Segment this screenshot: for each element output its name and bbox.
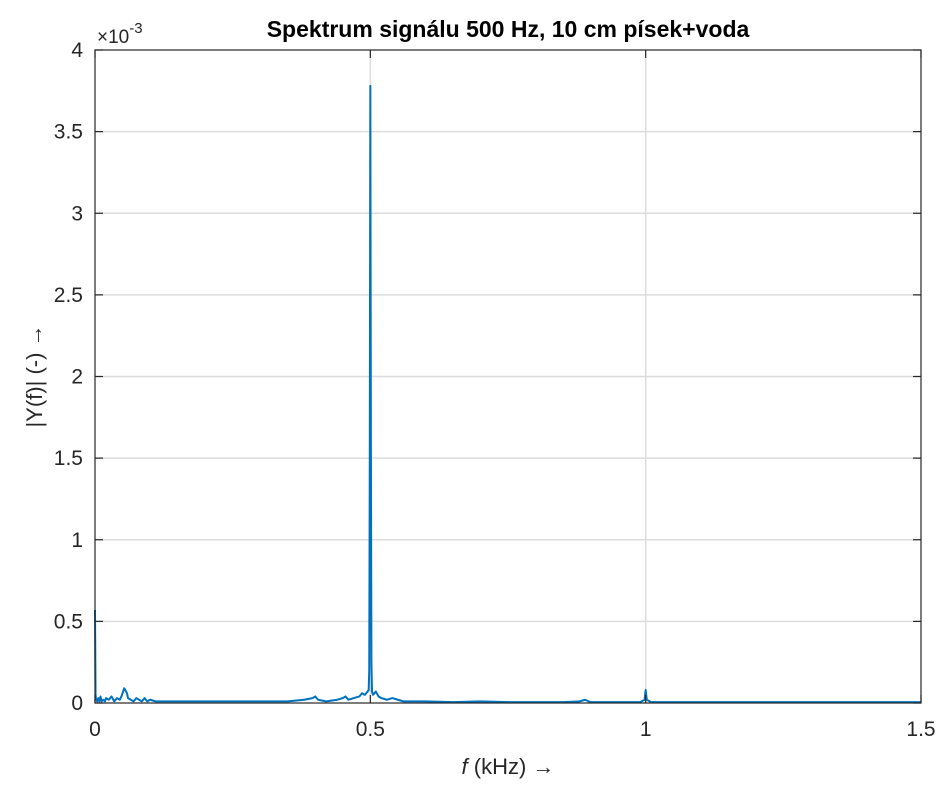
x-axis-label-unit: (kHz) →: [468, 754, 555, 779]
y-tick-label: 1: [71, 529, 83, 552]
y-tick-label: 0.5: [54, 610, 83, 633]
x-tick-labels: 0 0.5 1 1.5: [89, 718, 935, 741]
y-tick-label: 0: [71, 692, 83, 715]
chart-title: Spektrum signálu 500 Hz, 10 cm písek+vod…: [267, 16, 750, 42]
y-axis-label: |Y(f)| (-) →: [22, 324, 47, 427]
y-axis-exponent: ×10-3: [97, 20, 143, 48]
x-tick-label: 1.5: [906, 718, 935, 741]
grid-lines: [95, 50, 921, 703]
spectrum-series-line: [94, 84, 921, 704]
y-axis-exponent-base: ×10: [97, 27, 129, 48]
y-tick-label: 2: [71, 366, 83, 389]
y-axis-exponent-power: -3: [129, 20, 142, 37]
x-tick-label: 0: [89, 718, 101, 741]
y-tick-label: 4: [71, 39, 83, 62]
y-tick-label: 2.5: [54, 284, 83, 307]
series-layer: [94, 84, 921, 704]
x-tick-label: 0.5: [356, 718, 385, 741]
x-axis-label-variable: f: [462, 754, 471, 779]
y-tick-label: 1.5: [54, 447, 83, 470]
tick-marks: [94, 49, 922, 704]
x-tick-label: 1: [640, 718, 652, 741]
y-tick-label: 3: [71, 202, 83, 225]
y-tick-label: 3.5: [54, 121, 83, 144]
x-axis-label: f (kHz) →: [462, 754, 555, 779]
y-tick-labels: 0 0.5 1 1.5 2 2.5 3 3.5 4: [54, 39, 84, 715]
